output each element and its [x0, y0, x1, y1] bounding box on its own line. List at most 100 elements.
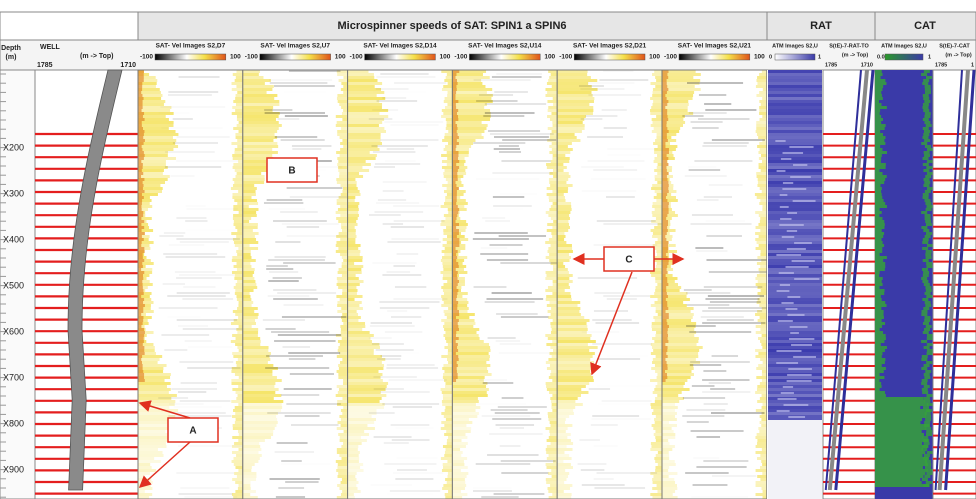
- cat-green: [875, 115, 881, 118]
- streak-gray: [695, 247, 723, 249]
- streak-yellow: [348, 379, 383, 382]
- streak-orange: [452, 286, 456, 289]
- streak-yellow: [243, 262, 251, 265]
- streak-yellow: [662, 445, 675, 448]
- streak-yellow: [138, 388, 171, 391]
- scale-min: -100: [140, 54, 153, 61]
- cat-green: [875, 295, 881, 298]
- cat-green: [926, 469, 932, 472]
- rat-streak-light: [790, 326, 808, 328]
- streak-gray: [286, 403, 341, 405]
- streak-yellow: [348, 394, 387, 397]
- streak-yellow: [546, 427, 558, 430]
- streak-orange: [138, 202, 142, 205]
- streak-yellow: [243, 259, 256, 262]
- cat-green: [923, 307, 929, 310]
- streak-yellow: [557, 280, 573, 283]
- streak-yellow: [243, 409, 281, 412]
- rat-streak: [768, 136, 822, 139]
- streak-yellow: [348, 163, 371, 166]
- cat-green: [926, 289, 932, 292]
- streak-orange: [662, 196, 666, 199]
- rat-streak-light: [776, 362, 798, 364]
- streak-yellow: [557, 232, 564, 235]
- streak-yellow: [755, 238, 767, 241]
- streak-yellow: [348, 121, 383, 124]
- rat-streak-light: [778, 398, 797, 400]
- cat-green: [924, 400, 930, 403]
- streak-yellow: [545, 94, 557, 97]
- cat-green: [925, 412, 931, 415]
- streak-yellow: [662, 406, 678, 409]
- streak-yellow: [557, 448, 572, 451]
- streak-orange: [138, 256, 143, 259]
- streak-gray: [390, 124, 438, 126]
- streak-orange: [452, 112, 457, 115]
- streak-orange: [662, 178, 668, 181]
- cat-green: [875, 403, 928, 406]
- cat-green: [924, 115, 930, 118]
- streak-yellow: [138, 466, 152, 469]
- streak-yellow: [557, 73, 587, 76]
- streak-orange: [138, 88, 142, 91]
- streak-gray: [284, 388, 332, 390]
- cat-green: [875, 337, 886, 340]
- streak-gray: [499, 352, 560, 354]
- cat-green: [875, 100, 879, 103]
- streak-yellow: [651, 367, 663, 370]
- streak-orange: [138, 196, 144, 199]
- streak-gray: [186, 205, 206, 207]
- streak-orange: [138, 145, 142, 148]
- streak-orange: [138, 301, 143, 304]
- streak-orange: [138, 79, 144, 82]
- streak-gray: [271, 331, 329, 333]
- streak-gray: [395, 286, 426, 288]
- streak-gray: [284, 205, 314, 207]
- cat-green: [875, 70, 882, 73]
- streak-orange: [662, 307, 668, 310]
- cat-green: [875, 262, 885, 265]
- streak-orange: [662, 130, 669, 133]
- streak-yellow: [557, 136, 577, 139]
- streak-yellow: [557, 253, 569, 256]
- cat-green: [875, 127, 885, 130]
- rat-streak-light: [778, 320, 793, 322]
- color-scale: [155, 54, 226, 60]
- cat-green: [875, 301, 885, 304]
- streak-yellow: [662, 394, 678, 397]
- depth-label: X700: [3, 372, 24, 382]
- cat-green: [875, 79, 885, 82]
- streak-yellow: [243, 307, 258, 310]
- streak-yellow: [557, 109, 593, 112]
- streak-gray: [377, 100, 418, 102]
- streak-yellow: [557, 169, 563, 172]
- rat-streak-light: [782, 236, 794, 238]
- streak-yellow: [557, 307, 580, 310]
- streak-yellow: [756, 283, 768, 286]
- streak-yellow: [348, 151, 370, 154]
- streak-yellow: [243, 430, 273, 433]
- streak-yellow: [651, 403, 663, 406]
- streak-orange: [138, 352, 145, 355]
- streak-orange: [662, 124, 666, 127]
- streak-gray: [382, 274, 421, 276]
- streak-orange: [662, 346, 668, 349]
- streak-yellow: [348, 313, 358, 316]
- streak-orange: [452, 205, 457, 208]
- streak-gray: [588, 94, 641, 96]
- streak-gray: [264, 109, 292, 111]
- streak-yellow: [348, 271, 362, 274]
- cat-green: [875, 382, 881, 385]
- scale-min: -100: [350, 54, 363, 61]
- streak-orange: [452, 166, 459, 169]
- streak-orange: [138, 139, 145, 142]
- streak-gray: [685, 175, 727, 177]
- streak-yellow: [755, 349, 767, 352]
- rat-streak: [768, 154, 822, 157]
- streak-yellow: [557, 115, 586, 118]
- streak-gray: [397, 253, 419, 255]
- cat-green: [924, 376, 930, 379]
- streak-yellow: [348, 469, 364, 472]
- cat-green: [923, 238, 929, 241]
- streak-yellow: [662, 490, 675, 493]
